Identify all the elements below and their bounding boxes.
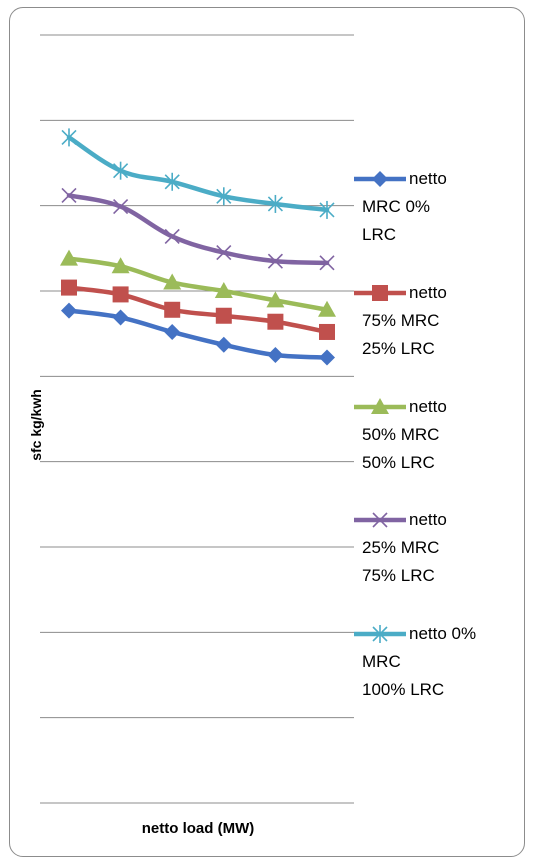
data-point-s2-4 [215,307,232,324]
data-point-s5-1 [61,128,77,147]
data-point-s2-6 [319,323,335,340]
legend-entry-2: netto 75% MRC 25% LRC [362,283,447,358]
data-point-s4-3 [164,228,180,244]
legend-marker-1 [372,171,388,187]
legend-marker-5 [372,625,388,643]
legend-marker-2 [372,285,388,301]
data-point-s1-5 [267,347,284,363]
data-point-s2-5 [267,313,284,330]
chart-frame [9,7,525,857]
data-point-s4-4 [216,245,232,261]
legend-entry-5: netto 0% MRC 100% LRC [362,624,477,699]
data-point-s1-6 [319,349,335,366]
x-axis-label: netto load (MW) [141,820,255,837]
data-point-s2-3 [164,301,181,318]
data-point-s4-2 [113,198,129,215]
data-point-s3-6 [318,300,336,317]
legend-marker-4 [372,512,388,528]
data-point-s5-4 [216,187,232,206]
series-line-3 [66,256,330,313]
data-point-s5-6 [319,200,335,219]
series-line-4 [66,193,330,266]
data-point-s5-5 [267,194,283,213]
legend-marker-3 [371,398,389,414]
data-point-s2-2 [112,286,129,303]
data-point-s1-2 [112,309,129,326]
data-point-s1-3 [164,323,181,340]
data-point-s3-2 [111,257,130,274]
data-point-s3-3 [163,273,182,290]
data-point-s1-1 [61,302,77,319]
series-line-5 [66,135,330,213]
series-line-1 [66,308,330,360]
data-point-s4-5 [267,253,283,269]
data-point-s5-3 [164,172,180,191]
data-point-s3-4 [214,282,233,298]
legend-entry-1: netto MRC 0% LRC [362,169,447,244]
legend-entry-4: netto 25% MRC 75% LRC [362,510,447,585]
series-line-2 [66,285,330,335]
data-point-s3-1 [60,249,78,266]
data-point-s1-4 [215,336,232,353]
data-point-s4-6 [319,255,335,271]
y-axis-label: sfc kg/kwh [28,389,44,461]
data-point-s3-5 [266,291,285,308]
legend-entry-3: netto 50% MRC 50% LRC [362,397,447,472]
data-point-s2-1 [61,279,77,296]
data-point-s4-1 [61,187,77,203]
data-point-s5-2 [113,161,129,180]
